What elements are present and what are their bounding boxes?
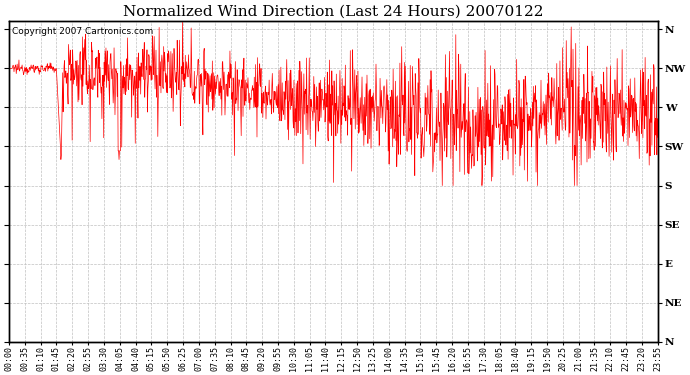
- Title: Normalized Wind Direction (Last 24 Hours) 20070122: Normalized Wind Direction (Last 24 Hours…: [123, 4, 544, 18]
- Text: Copyright 2007 Cartronics.com: Copyright 2007 Cartronics.com: [12, 27, 153, 36]
